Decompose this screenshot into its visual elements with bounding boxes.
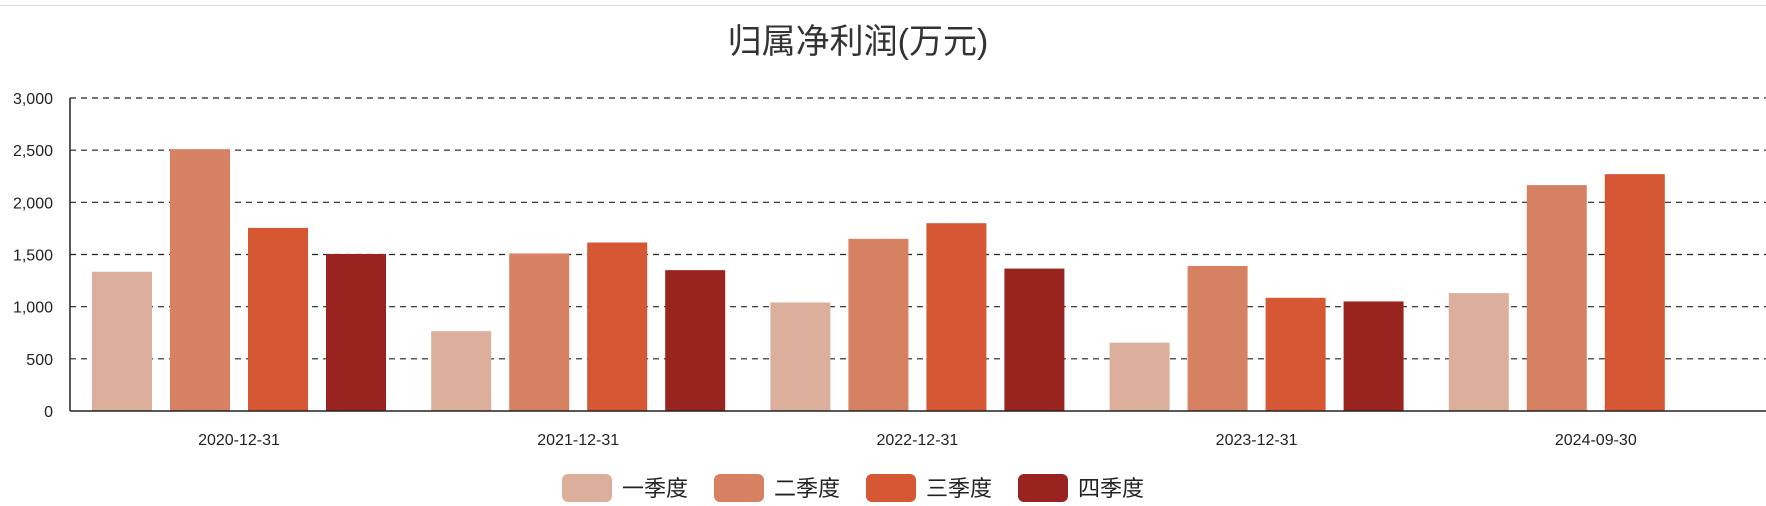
bar[interactable]: [431, 331, 492, 411]
bar[interactable]: [665, 270, 726, 411]
legend-label[interactable]: 四季度: [1078, 476, 1144, 501]
legend-swatch[interactable]: [1018, 474, 1068, 502]
top-divider: [0, 5, 1766, 6]
bar[interactable]: [509, 253, 570, 411]
legend[interactable]: 一季度 二季度 三季度 四季度: [562, 474, 1144, 502]
x-tick-label: 2022-12-31: [876, 432, 958, 449]
bar[interactable]: [92, 271, 152, 411]
x-tick-label: 2023-12-31: [1216, 432, 1298, 449]
y-tick-label: 1,000: [13, 300, 53, 317]
bar[interactable]: [1604, 174, 1665, 411]
legend-swatch[interactable]: [714, 474, 764, 502]
x-axis: 2020-12-31 2021-12-31 2022-12-31 2023-12-31…: [198, 432, 1637, 449]
legend-label[interactable]: 二季度: [774, 476, 840, 501]
bars: [92, 149, 1665, 411]
legend-swatch[interactable]: [866, 474, 916, 502]
bar[interactable]: [1526, 185, 1587, 411]
bar[interactable]: [326, 253, 386, 411]
y-tick-label: 500: [26, 352, 53, 369]
legend-label[interactable]: 一季度: [622, 476, 688, 501]
bar[interactable]: [926, 223, 987, 411]
x-tick-label: 2020-12-31: [198, 432, 280, 449]
bar[interactable]: [248, 227, 308, 411]
x-tick-label: 2024-09-30: [1555, 432, 1637, 449]
y-tick-label: 1,500: [13, 248, 53, 265]
bar[interactable]: [770, 302, 831, 411]
bar[interactable]: [170, 149, 230, 411]
y-tick-label: 2,500: [13, 143, 53, 160]
bar[interactable]: [1265, 297, 1326, 411]
bar[interactable]: [1448, 293, 1509, 411]
legend-swatch[interactable]: [562, 474, 612, 502]
x-tick-label: 2021-12-31: [537, 432, 619, 449]
y-tick-label: 3,000: [13, 91, 53, 108]
bar[interactable]: [1004, 268, 1065, 411]
bar[interactable]: [1343, 301, 1404, 411]
y-axis: 0 500 1,000 1,500 2,000 2,500 3,000: [13, 91, 53, 421]
chart-title: 归属净利润(万元): [728, 23, 989, 61]
grid: [70, 97, 1766, 360]
bar[interactable]: [848, 238, 909, 411]
bar[interactable]: [587, 242, 648, 411]
bar[interactable]: [1187, 265, 1248, 411]
y-tick-label: 2,000: [13, 195, 53, 212]
bar[interactable]: [1109, 342, 1170, 411]
legend-label[interactable]: 三季度: [926, 476, 992, 501]
y-tick-label: 0: [44, 404, 53, 421]
